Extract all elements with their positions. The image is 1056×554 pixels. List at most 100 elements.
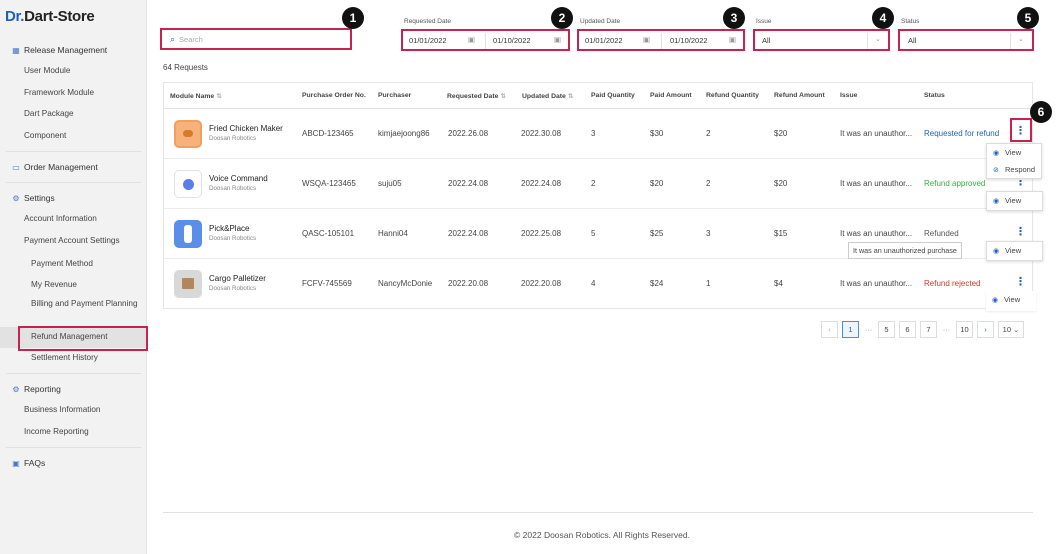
table-row[interactable]: Fried Chicken Maker Doosan Robotics ABCD… bbox=[164, 109, 1032, 159]
requested-date: 2022.24.08 bbox=[448, 229, 489, 238]
status-text: Refunded bbox=[924, 229, 959, 238]
nav-section-faqs[interactable]: ▣ FAQs bbox=[12, 458, 46, 468]
more-vert-icon[interactable]: ⋮ bbox=[1015, 125, 1026, 137]
app-logo[interactable]: Dr.Dart-Store bbox=[5, 8, 95, 25]
column-header: Refund Quantity bbox=[706, 92, 759, 99]
nav-item-my-revenue[interactable]: My Revenue bbox=[31, 279, 77, 289]
nav-item-refund-management[interactable]: Refund Management bbox=[0, 327, 147, 348]
nav-item-billing-planning[interactable]: Billing and Payment Planning bbox=[31, 299, 138, 308]
refund-amount: $4 bbox=[774, 279, 783, 288]
nav-item-settlement-history[interactable]: Settlement History bbox=[31, 352, 98, 362]
calendar-icon[interactable]: ▣ bbox=[468, 35, 476, 44]
nav-item-component[interactable]: Component bbox=[24, 130, 67, 140]
more-vert-icon[interactable]: ⋮ bbox=[1015, 226, 1026, 238]
column-header: Issue bbox=[840, 92, 858, 99]
column-header[interactable]: Module Name ⇅ bbox=[170, 93, 222, 100]
nav-item-payment-method[interactable]: Payment Method bbox=[31, 259, 93, 268]
calendar-icon[interactable]: ▣ bbox=[729, 35, 737, 44]
prev-page-button[interactable]: ‹ bbox=[821, 321, 838, 338]
module-name[interactable]: Fried Chicken Maker bbox=[209, 124, 283, 133]
column-header: Paid Amount bbox=[650, 92, 692, 99]
purchase-order: FCFV-745569 bbox=[302, 279, 352, 288]
requested-date: 2022.20.08 bbox=[448, 279, 489, 288]
nav-item-dart-package[interactable]: Dart Package bbox=[24, 109, 74, 118]
nav-section-release[interactable]: ▦ Release Management bbox=[12, 45, 108, 55]
refund-amount: $20 bbox=[774, 129, 788, 138]
requested-date-to[interactable]: 01/10/2022 bbox=[493, 36, 531, 45]
purchase-order: WSQA-123465 bbox=[302, 179, 356, 188]
updated-date-to[interactable]: 01/10/2022 bbox=[670, 36, 708, 45]
calendar-icon[interactable]: ▣ bbox=[554, 35, 562, 44]
updated-date-range[interactable]: 01/01/2022 ▣ 01/10/2022 ▣ bbox=[577, 29, 745, 51]
module-company: Doosan Robotics bbox=[209, 185, 257, 192]
chevron-down-icon[interactable]: ⌄ bbox=[875, 36, 881, 43]
menu-item-view[interactable]: ◉ View bbox=[992, 295, 1021, 304]
menu-item-respond[interactable]: ⊘ Respond bbox=[993, 165, 1036, 174]
page-size-select[interactable]: 10 ⌄ bbox=[998, 321, 1024, 338]
table-row[interactable]: Cargo Palletizer Doosan Robotics FCFV-74… bbox=[164, 259, 1032, 309]
module-thumbnail bbox=[174, 270, 202, 298]
calendar-icon[interactable]: ▣ bbox=[643, 35, 651, 44]
module-name[interactable]: Pick&Place bbox=[209, 224, 250, 233]
grid-icon: ▦ bbox=[12, 45, 20, 55]
updated-date-from[interactable]: 01/01/2022 bbox=[585, 36, 623, 45]
purchaser: NancyMcDonie bbox=[378, 279, 433, 288]
more-vert-icon[interactable]: ⋮ bbox=[1015, 276, 1026, 288]
menu-item-view[interactable]: ◉ View bbox=[993, 196, 1022, 205]
nav-item-account-information[interactable]: Account Information bbox=[24, 214, 97, 223]
paid-quantity: 4 bbox=[591, 279, 596, 288]
page-button[interactable]: 1 bbox=[842, 321, 859, 338]
requested-date-from[interactable]: 01/01/2022 bbox=[409, 36, 447, 45]
robot-arm-icon bbox=[184, 225, 192, 243]
nav-section-order[interactable]: ▭ Order Management bbox=[12, 162, 98, 172]
annotation-badge: 4 bbox=[872, 7, 894, 29]
nav-item-payment-account-settings[interactable]: Payment Account Settings bbox=[24, 235, 120, 245]
column-header[interactable]: Updated Date ⇅ bbox=[522, 93, 574, 100]
page-button[interactable]: 5 bbox=[878, 321, 895, 338]
next-page-button[interactable]: › bbox=[977, 321, 994, 338]
sort-icon[interactable]: ⇅ bbox=[500, 93, 506, 100]
issue-text[interactable]: It was an unauthor... bbox=[840, 129, 913, 138]
sort-icon[interactable]: ⇅ bbox=[567, 93, 574, 100]
status-select[interactable]: All ⌄ bbox=[898, 29, 1034, 51]
more-vert-icon[interactable]: ⋮ bbox=[1015, 176, 1026, 188]
requested-date-range[interactable]: 01/01/2022 ▣ 01/10/2022 ▣ bbox=[401, 29, 570, 51]
issue-text[interactable]: It was an unauthor... bbox=[840, 229, 913, 238]
nav-item-framework-module[interactable]: Framework Module bbox=[24, 87, 95, 97]
nav-section-settings[interactable]: ⚙ Settings bbox=[12, 193, 55, 203]
pagination-ellipsis: ··· bbox=[941, 321, 952, 338]
issue-text[interactable]: It was an unauthor... bbox=[840, 279, 913, 288]
issue-value: All bbox=[762, 36, 771, 45]
eye-icon: ◉ bbox=[993, 149, 1000, 157]
table-row[interactable]: Pick&Place Doosan Robotics QASC-105101 H… bbox=[164, 209, 1032, 259]
nav-item-business-information[interactable]: Business Information bbox=[24, 405, 101, 414]
issue-select[interactable]: All ⌄ bbox=[753, 29, 890, 51]
menu-item-view[interactable]: ◉ View bbox=[993, 246, 1022, 255]
dropdown-divider bbox=[867, 33, 868, 49]
purchaser: suju05 bbox=[378, 179, 402, 188]
page-button[interactable]: 10 bbox=[956, 321, 973, 338]
nav-item-income-reporting[interactable]: Income Reporting bbox=[24, 426, 89, 436]
sort-icon[interactable]: ⇅ bbox=[216, 93, 222, 100]
updated-date: 2022.24.08 bbox=[521, 179, 562, 188]
refund-quantity: 1 bbox=[706, 279, 711, 288]
menu-item-view[interactable]: ◉ View bbox=[993, 148, 1022, 157]
module-name[interactable]: Cargo Palletizer bbox=[209, 274, 266, 283]
sidebar: Dr.Dart-Store ▦ Release Management User M… bbox=[0, 0, 147, 554]
search-input[interactable]: Search bbox=[179, 34, 203, 44]
date-separator bbox=[485, 33, 486, 49]
module-name[interactable]: Voice Command bbox=[209, 174, 268, 183]
page-button[interactable]: 6 bbox=[899, 321, 916, 338]
chevron-down-icon[interactable]: ⌄ bbox=[1018, 36, 1024, 43]
nav-section-reporting[interactable]: ⚙ Reporting bbox=[12, 384, 61, 394]
eye-icon: ◉ bbox=[992, 296, 999, 304]
table-row[interactable]: Voice Command Doosan Robotics WSQA-12346… bbox=[164, 159, 1032, 209]
status-text: Refund approved bbox=[924, 179, 986, 188]
page-button[interactable]: 7 bbox=[920, 321, 937, 338]
column-header: Purchase Order No. bbox=[302, 92, 366, 99]
nav-item-user-module[interactable]: User Module bbox=[24, 66, 71, 75]
module-company: Doosan Robotics bbox=[209, 285, 257, 292]
search-box[interactable]: ⌕ Search bbox=[160, 28, 352, 50]
column-header[interactable]: Requested Date ⇅ bbox=[447, 93, 506, 100]
issue-text[interactable]: It was an unauthor... bbox=[840, 179, 913, 188]
